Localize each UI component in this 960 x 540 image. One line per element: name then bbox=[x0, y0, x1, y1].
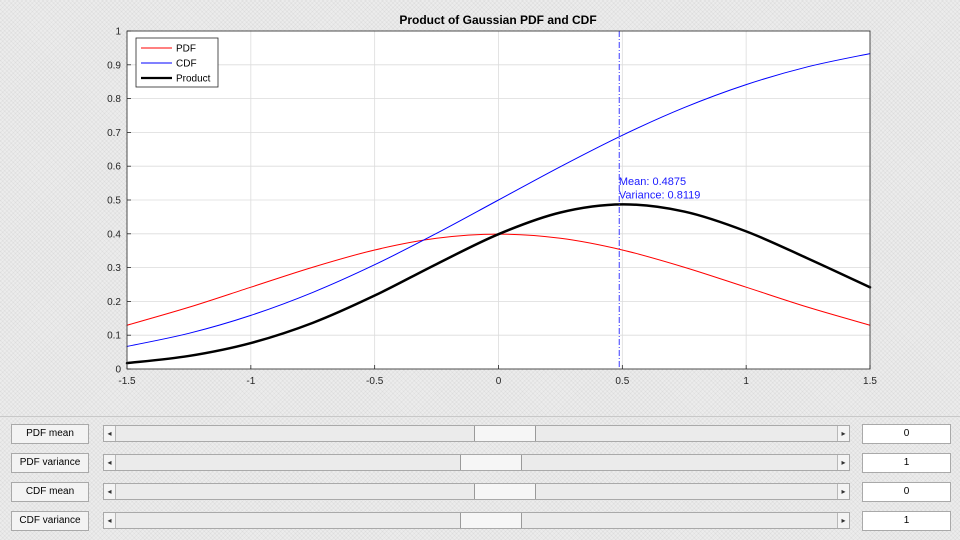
y-tick-label: 0.8 bbox=[107, 94, 121, 105]
y-tick-label: 0.1 bbox=[107, 331, 121, 342]
legend: PDF CDF Product bbox=[135, 37, 219, 88]
slider-track[interactable] bbox=[116, 513, 837, 528]
chart: Product of Gaussian PDF and CDF -1.5 -1 -0… bbox=[107, 13, 877, 387]
slider-thumb[interactable] bbox=[459, 513, 522, 528]
chevron-left-icon[interactable]: ◂ bbox=[104, 426, 116, 441]
y-tick-label: 1 bbox=[115, 27, 121, 38]
cdf-mean-slider[interactable]: ◂ ▸ bbox=[103, 483, 850, 500]
chevron-left-icon[interactable]: ◂ bbox=[104, 455, 116, 470]
series-line-product bbox=[125, 203, 872, 365]
y-tick-label: 0.7 bbox=[107, 128, 121, 139]
legend-label: PDF bbox=[176, 44, 196, 55]
legend-label: CDF bbox=[176, 59, 197, 70]
y-tick-label: 0.9 bbox=[107, 60, 121, 71]
x-tick-label: 0.5 bbox=[615, 376, 629, 387]
slider-track[interactable] bbox=[116, 455, 837, 470]
cdf-variance-slider[interactable]: ◂ ▸ bbox=[103, 512, 850, 529]
slider-thumb[interactable] bbox=[459, 455, 522, 470]
marker-annotation: Mean: 0.4875 bbox=[619, 176, 686, 188]
chevron-right-icon[interactable]: ▸ bbox=[837, 426, 849, 441]
figure-area: Product of Gaussian PDF and CDF -1.5 -1 -0… bbox=[107, 13, 877, 387]
control-row-cdf-mean: CDF mean ◂ ▸ 0 bbox=[0, 482, 960, 502]
x-tick-label: 1.5 bbox=[863, 376, 877, 387]
chart-title: Product of Gaussian PDF and CDF bbox=[399, 13, 596, 27]
y-tick-label: 0.6 bbox=[107, 162, 121, 173]
pdf-mean-slider[interactable]: ◂ ▸ bbox=[103, 425, 850, 442]
x-tick-label: -1.5 bbox=[118, 376, 136, 387]
x-tick-label: -1 bbox=[246, 376, 255, 387]
chevron-right-icon[interactable]: ▸ bbox=[837, 455, 849, 470]
slider-track[interactable] bbox=[116, 426, 837, 441]
control-row-pdf-variance: PDF variance ◂ ▸ 1 bbox=[0, 453, 960, 473]
slider-track[interactable] bbox=[116, 484, 837, 499]
x-tick-label: -0.5 bbox=[366, 376, 384, 387]
legend-label: Product bbox=[176, 74, 211, 85]
slider-thumb[interactable] bbox=[474, 484, 537, 499]
pdf-variance-slider[interactable]: ◂ ▸ bbox=[103, 454, 850, 471]
y-tick-label: 0 bbox=[115, 365, 121, 376]
control-row-pdf-mean: PDF mean ◂ ▸ 0 bbox=[0, 424, 960, 444]
chevron-left-icon[interactable]: ◂ bbox=[104, 513, 116, 528]
pdf-variance-input[interactable]: 1 bbox=[862, 453, 951, 473]
y-tick-label: 0.5 bbox=[107, 196, 121, 207]
pdf-mean-label: PDF mean bbox=[11, 424, 89, 444]
series-line-cdf bbox=[126, 53, 871, 347]
chevron-left-icon[interactable]: ◂ bbox=[104, 484, 116, 499]
x-tick-label: 0 bbox=[496, 376, 502, 387]
slider-thumb[interactable] bbox=[474, 426, 537, 441]
marker-annotation: Variance: 0.8119 bbox=[619, 189, 701, 201]
pdf-variance-label: PDF variance bbox=[11, 453, 89, 473]
cdf-variance-input[interactable]: 1 bbox=[862, 511, 951, 531]
y-tick-label: 0.3 bbox=[107, 263, 121, 274]
pdf-mean-input[interactable]: 0 bbox=[862, 424, 951, 444]
panel-divider bbox=[0, 416, 960, 417]
chevron-right-icon[interactable]: ▸ bbox=[837, 484, 849, 499]
x-tick-label: 1 bbox=[743, 376, 749, 387]
cdf-variance-label: CDF variance bbox=[11, 511, 89, 531]
chevron-right-icon[interactable]: ▸ bbox=[837, 513, 849, 528]
cdf-mean-input[interactable]: 0 bbox=[862, 482, 951, 502]
y-tick-label: 0.2 bbox=[107, 297, 121, 308]
control-row-cdf-variance: CDF variance ◂ ▸ 1 bbox=[0, 511, 960, 531]
cdf-mean-label: CDF mean bbox=[11, 482, 89, 502]
y-tick-label: 0.4 bbox=[107, 229, 121, 240]
